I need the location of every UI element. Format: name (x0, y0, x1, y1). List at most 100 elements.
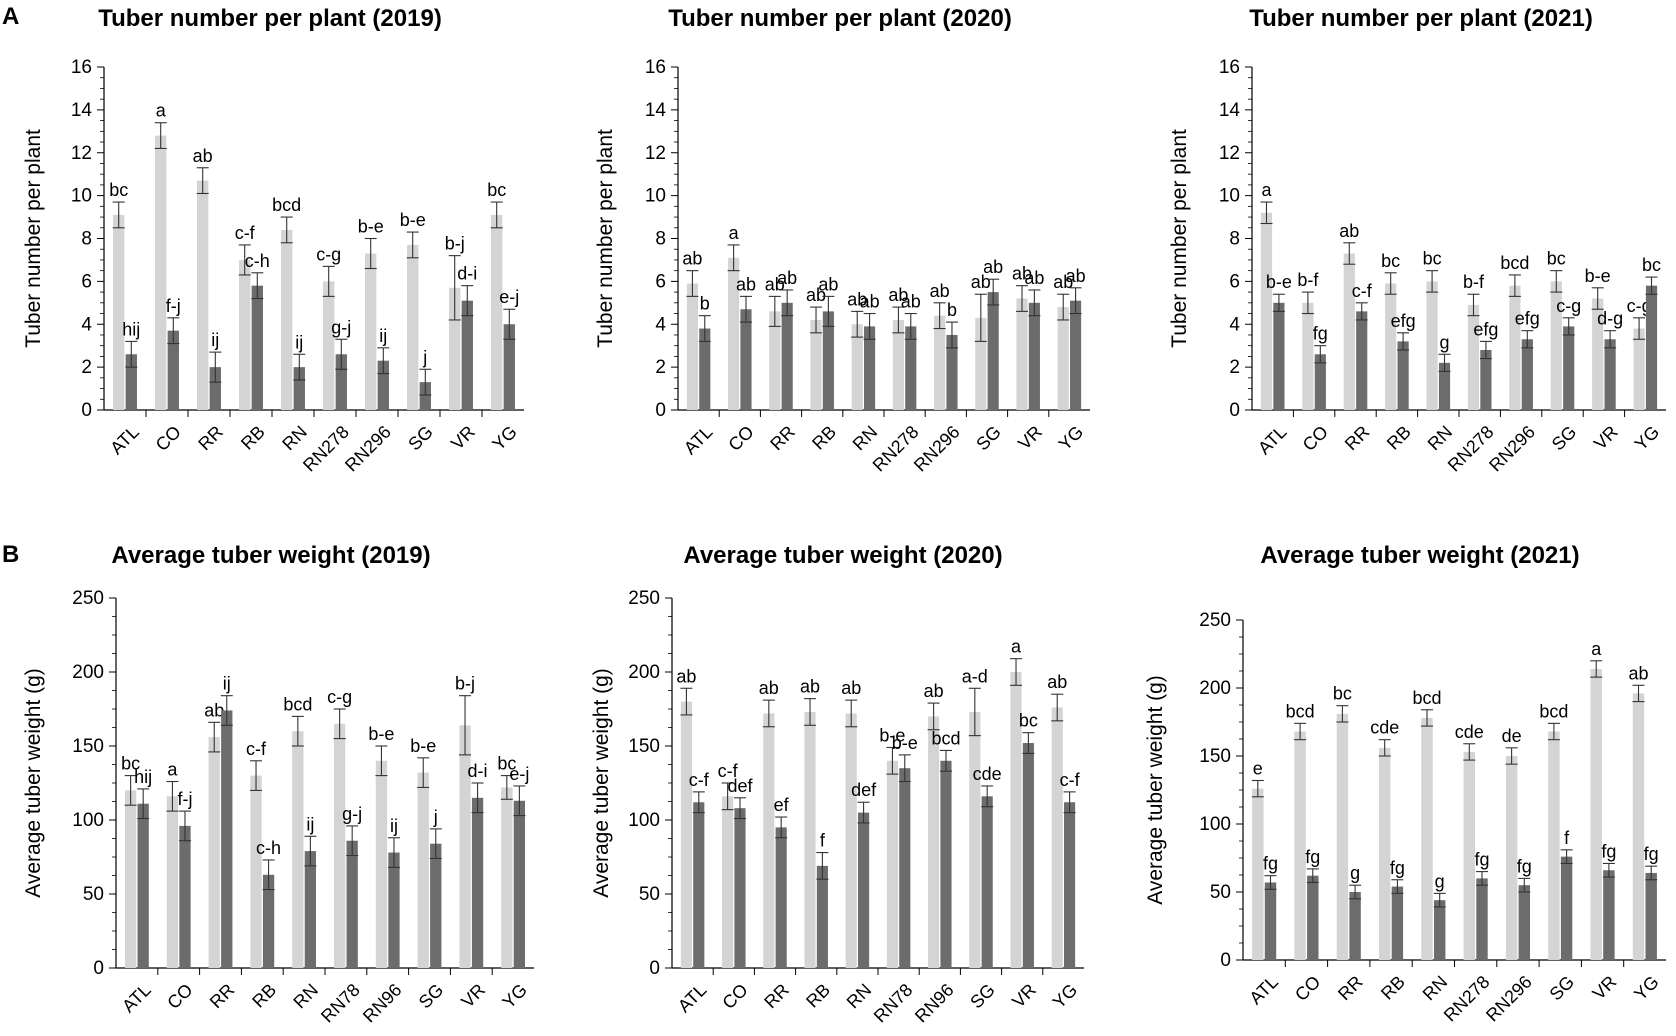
x-tick-label: CO (152, 422, 185, 455)
bar-dark-RR (221, 710, 233, 968)
significance-label: c-f (1060, 770, 1081, 790)
bar-light-RR (1336, 713, 1349, 960)
significance-label: fg (1263, 854, 1278, 874)
bar-dark-VR (1603, 870, 1615, 960)
bar-dark-YG (503, 324, 515, 410)
significance-label: ab (983, 257, 1003, 277)
significance-label: c-g (1556, 296, 1581, 316)
significance-label: ab (806, 285, 826, 305)
bar-light-RN96 (928, 716, 940, 968)
significance-label: bc (497, 754, 516, 774)
bar-dark-RN (1438, 362, 1451, 410)
bar-dark-YG (1645, 872, 1657, 960)
significance-label: ab (1628, 663, 1648, 683)
x-tick-label: ATL (1245, 972, 1282, 1009)
significance-label: e-j (499, 287, 519, 307)
chart-tuber-weight-2021: Average tuber weight (2021) Average tuber… (1144, 542, 1666, 1025)
bar-light-VR (1010, 672, 1022, 968)
x-tick-label: RR (1334, 972, 1367, 1005)
significance-label: bc (1381, 251, 1400, 271)
significance-label: b-j (455, 674, 475, 694)
bar-dark-RN278 (1480, 349, 1492, 410)
significance-label: ij (223, 674, 231, 694)
significance-label: ab (1024, 268, 1044, 288)
significance-label: efg (1515, 309, 1540, 329)
y-tick-label: 100 (1199, 814, 1231, 835)
significance-label: ij (211, 330, 219, 350)
x-tick-label: VR (447, 422, 479, 454)
y-tick-label: 0 (655, 400, 666, 421)
significance-label: bcd (283, 694, 312, 714)
significance-label: ab (818, 274, 838, 294)
bar-dark-RN296 (377, 360, 389, 410)
bar-dark-RR (775, 827, 787, 968)
significance-label: a-d (962, 666, 988, 686)
x-tick-label: RN278 (299, 422, 353, 476)
significance-label: ab (682, 249, 702, 269)
x-tick-label: CO (1291, 972, 1324, 1005)
significance-label: d-i (457, 264, 477, 284)
bar-dark-SG (981, 796, 993, 968)
significance-label: ab (860, 292, 880, 312)
x-tick-label: CO (163, 980, 196, 1013)
significance-label: fg (1390, 858, 1405, 878)
significance-label: ij (295, 332, 303, 352)
x-tick-label: SG (415, 980, 448, 1013)
x-tick-label: ATL (1254, 422, 1291, 459)
significance-label: c-h (245, 251, 270, 271)
bar-dark-RN (858, 812, 870, 968)
bar-dark-YG (1064, 802, 1076, 968)
x-tick-label: YG (488, 422, 521, 455)
bar-light-SG (417, 772, 429, 968)
bar-light-SG (975, 317, 987, 410)
bar-light-RN (292, 731, 304, 968)
y-axis-label: Tuber number per plant (1168, 129, 1191, 348)
bar-dark-VR (1022, 743, 1034, 968)
bar-light-ATL (680, 701, 692, 968)
bar-dark-RN296 (1521, 339, 1533, 410)
bar-light-VR (1016, 298, 1028, 410)
y-tick-label: 8 (1229, 229, 1240, 250)
y-axis-label: Tuber number per plant (22, 129, 45, 348)
significance-label: c-g (327, 687, 352, 707)
x-tick-label: YG (1630, 972, 1663, 1005)
bar-dark-YG (513, 800, 526, 968)
bar-light-RN278 (892, 319, 904, 410)
bar-light-YG (501, 787, 513, 968)
bar-dark-RN (304, 851, 317, 968)
bar-dark-RR (209, 367, 221, 410)
significance-label: b-e (1266, 272, 1292, 292)
significance-label: c-g (316, 244, 341, 264)
bar-light-RN278 (1463, 751, 1476, 960)
bar-light-ATL (1260, 212, 1273, 410)
chart-title: Average tuber weight (2021) (1260, 542, 1579, 569)
significance-label: ij (379, 326, 387, 346)
bar-light-RB (810, 319, 822, 410)
x-tick-label: SG (1548, 422, 1581, 455)
y-tick-label: 150 (628, 736, 660, 757)
bar-light-RN (845, 713, 857, 968)
x-tick-label: CO (1299, 422, 1332, 455)
y-tick-label: 2 (1229, 357, 1240, 378)
bar-dark-RN278 (1476, 878, 1488, 960)
significance-label: bc (1423, 249, 1442, 269)
significance-label: d-i (468, 761, 488, 781)
significance-label: c-f (246, 739, 267, 759)
chart-tuber-number-2020: Tuber number per plant (2020) Tuber numbe… (594, 5, 1090, 475)
bar-dark-RN296 (1518, 885, 1531, 960)
bar-light-RR (769, 311, 781, 410)
bar-dark-RN96 (940, 760, 952, 968)
significance-label: bcd (1500, 253, 1529, 273)
significance-label: ef (774, 795, 790, 815)
significance-label: ab (1066, 266, 1086, 286)
significance-label: bc (1019, 711, 1038, 731)
bar-dark-ATL (1264, 882, 1277, 960)
significance-label: c-f (689, 770, 710, 790)
x-tick-label: VR (1589, 972, 1621, 1004)
bar-dark-SG (419, 382, 431, 410)
significance-label: f-j (177, 789, 192, 809)
y-tick-label: 6 (1229, 271, 1240, 292)
y-tick-label: 0 (93, 958, 104, 979)
x-tick-label: RN278 (1440, 972, 1494, 1026)
x-tick-label: VR (457, 980, 489, 1012)
